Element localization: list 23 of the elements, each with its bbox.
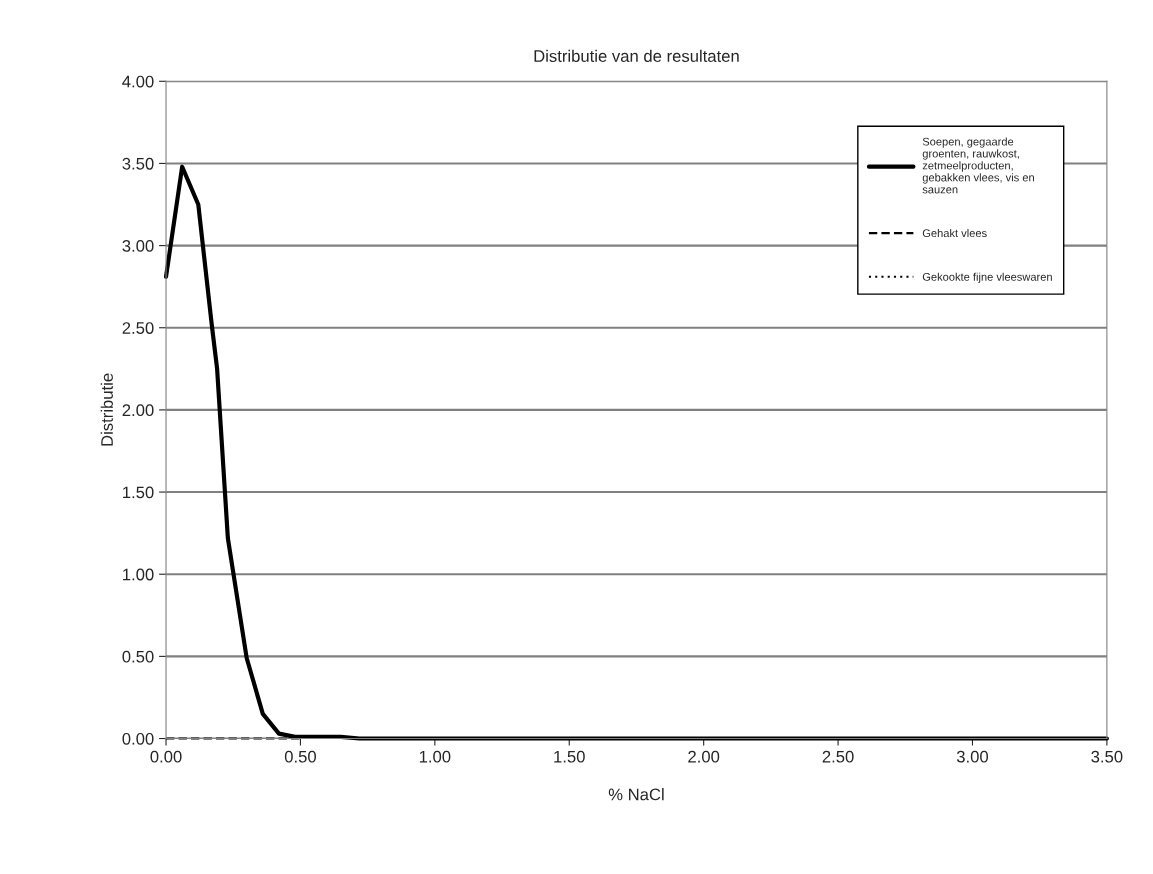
y-tick-label: 2.50 xyxy=(122,322,154,334)
legend-label: Soepen, gegaarde groenten, rauwkost, zetmeelproducten, gebakken vlees, vis en sauzen xyxy=(922,137,1034,194)
y-axis-title: Distributie xyxy=(100,373,113,446)
legend-label: Gekookte fijne vleeswaren xyxy=(922,272,1052,283)
y-tick-label: 2.00 xyxy=(122,404,154,417)
y-tick-label: 1.00 xyxy=(123,568,154,581)
x-axis-title: % NaCl xyxy=(608,788,664,801)
x-tick-label: 0.00 xyxy=(150,750,182,763)
x-tick-label: 2.50 xyxy=(822,750,854,763)
y-tick-label: 1.50 xyxy=(123,486,154,499)
y-tick-label: 0.50 xyxy=(122,650,154,663)
x-tick-label: 3.50 xyxy=(1091,750,1123,763)
x-tick-label: 3.00 xyxy=(956,750,989,763)
y-tick-label: 0.00 xyxy=(122,732,154,745)
x-tick-label: 1.50 xyxy=(554,750,585,763)
x-tick-label: 2.00 xyxy=(688,750,720,763)
x-tick-label: 1.00 xyxy=(419,750,451,763)
y-tick-label: 3.50 xyxy=(122,157,154,170)
y-tick-label: 3.00 xyxy=(122,240,154,252)
x-tick-label: 0.50 xyxy=(284,750,317,763)
y-tick-label: 4.00 xyxy=(122,75,154,88)
chart-title: Distributie van de resultaten xyxy=(534,49,739,62)
legend-label: Gehakt vlees xyxy=(922,228,987,238)
